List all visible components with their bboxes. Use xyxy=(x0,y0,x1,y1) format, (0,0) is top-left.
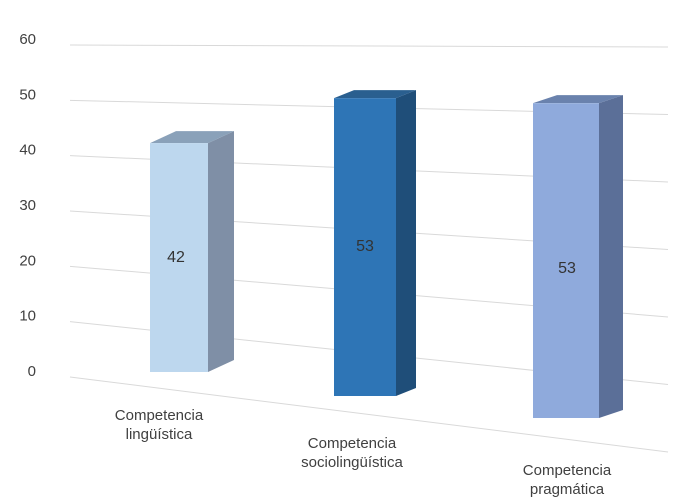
bar-3: 53 xyxy=(533,95,623,419)
data-label: 42 xyxy=(167,249,185,266)
category-labels: Competencia lingüística Competencia socioli… xyxy=(115,407,612,498)
bar-side-face xyxy=(396,90,416,396)
gridline-0 xyxy=(69,376,669,453)
y-tick-label: 10 xyxy=(19,308,36,325)
gridline-60 xyxy=(69,44,669,48)
data-label: 53 xyxy=(558,260,576,277)
bar-top-face xyxy=(150,131,234,144)
category-label: Competencia lingüística xyxy=(115,407,204,443)
data-label: 53 xyxy=(356,238,374,255)
bar-side-face xyxy=(599,95,623,419)
bar-front-face xyxy=(150,143,208,372)
bar-front-face xyxy=(533,103,599,419)
y-tick-label: 60 xyxy=(19,31,36,48)
y-tick-label: 40 xyxy=(19,142,36,159)
y-tick-label: 0 xyxy=(28,363,36,380)
category-label: Competencia pragmática xyxy=(523,462,612,498)
y-axis-tick-labels: 0 10 20 30 40 50 60 xyxy=(19,31,36,380)
bars: 42 53 53 xyxy=(150,90,623,419)
y-tick-label: 20 xyxy=(19,252,36,269)
y-tick-label: 30 xyxy=(19,197,36,214)
bar-top-face xyxy=(334,90,416,99)
y-tick-label: 50 xyxy=(19,86,36,103)
category-label: Competencia sociolingüística xyxy=(301,435,403,471)
bar-2: 53 xyxy=(334,90,416,396)
bar-1: 42 xyxy=(150,131,234,372)
bar-side-face xyxy=(208,131,234,372)
bar-top-face xyxy=(533,95,623,104)
bar-front-face xyxy=(334,98,396,396)
